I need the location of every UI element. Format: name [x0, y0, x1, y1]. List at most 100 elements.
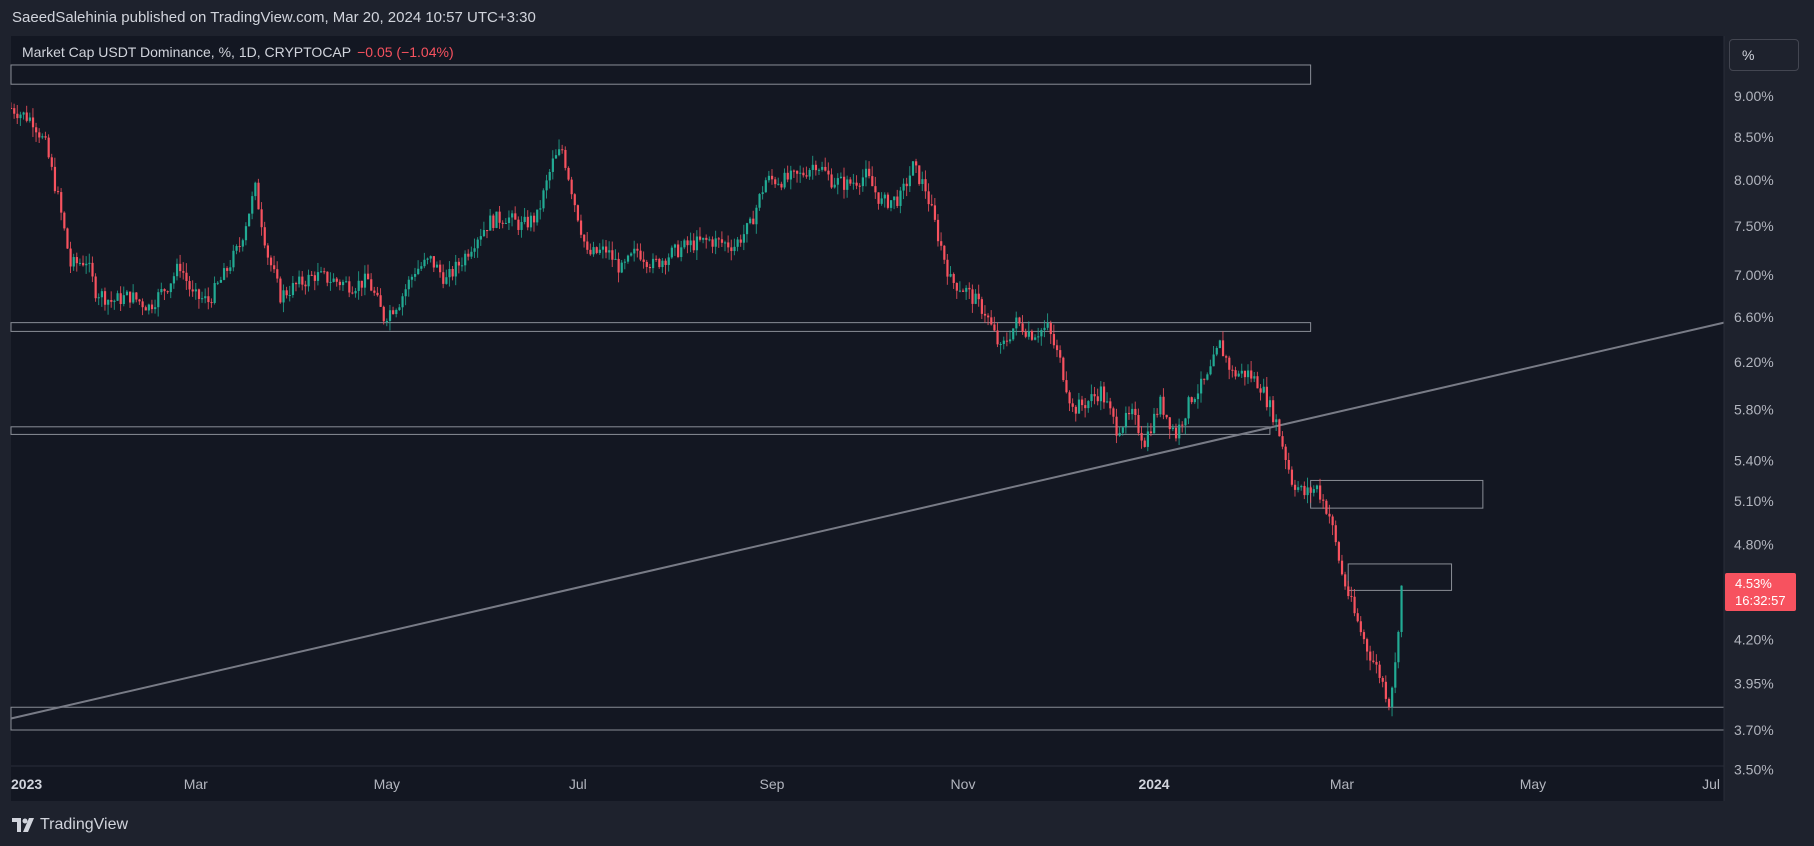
- candle-177: [564, 146, 567, 171]
- time-tick-label: 2023: [11, 776, 42, 792]
- candle-160: [511, 210, 514, 227]
- candle-296: [936, 214, 940, 247]
- price-tick-label: 6.20%: [1734, 354, 1774, 370]
- candle-58: [191, 280, 194, 297]
- candle-105: [338, 279, 342, 291]
- candle-292: [924, 170, 927, 199]
- candle-295: [933, 197, 937, 223]
- candle-180: [573, 193, 576, 213]
- candle-220: [698, 227, 702, 242]
- ascending-trendline[interactable]: [10, 321, 1725, 720]
- candle-174: [554, 149, 558, 159]
- candle-343: [1084, 398, 1087, 418]
- candle-169: [539, 200, 542, 220]
- candle-107: [345, 276, 348, 283]
- candle-106: [341, 279, 345, 291]
- candle-288: [911, 160, 915, 176]
- candle-254: [805, 166, 808, 179]
- candle-365: [1153, 407, 1156, 435]
- candle-354: [1118, 426, 1121, 437]
- candle-52: [172, 272, 176, 289]
- candle-395: [1246, 364, 1250, 384]
- candle-186: [592, 241, 595, 257]
- candle-299: [946, 253, 949, 285]
- candle-399: [1259, 384, 1262, 401]
- candle-171: [545, 174, 548, 199]
- candle-302: [955, 282, 958, 299]
- candle-371: [1171, 424, 1175, 432]
- price-tick-label: 4.80%: [1734, 536, 1774, 552]
- chart-pane[interactable]: [11, 36, 1724, 801]
- candle-243: [770, 169, 774, 185]
- candle-41: [138, 298, 141, 305]
- candle-1: [13, 103, 16, 119]
- candle-425: [1340, 554, 1344, 576]
- candle-402: [1268, 396, 1272, 417]
- price-axis[interactable]: 9.00% 8.50% 8.00% 7.50% 7.00% 6.60% 6.20% 5.80%…: [1734, 88, 1774, 778]
- candle-407: [1284, 444, 1287, 470]
- candle-158: [504, 218, 507, 225]
- candle-93: [301, 271, 304, 291]
- candle-289: [915, 158, 918, 174]
- candle-290: [918, 165, 921, 186]
- candle-230: [730, 239, 733, 261]
- candle-427: [1347, 580, 1350, 600]
- candle-50: [166, 290, 169, 294]
- candle-18: [66, 227, 69, 250]
- candle-272: [861, 169, 865, 192]
- candle-342: [1081, 395, 1084, 411]
- candle-209: [664, 258, 667, 275]
- bar-countdown: 16:32:57: [1735, 593, 1786, 608]
- candle-380: [1200, 371, 1203, 403]
- candle-199: [633, 240, 636, 262]
- candle-31: [107, 299, 110, 315]
- candle-444: [1400, 585, 1403, 638]
- candle-131: [420, 262, 423, 272]
- candle-221: [702, 237, 705, 244]
- change-value: −0.05 (−1.04%): [357, 44, 454, 60]
- candle-166: [529, 212, 533, 232]
- candle-17: [63, 211, 66, 231]
- candle-240: [761, 186, 764, 200]
- candle-241: [764, 177, 767, 193]
- candle-178: [567, 166, 570, 182]
- candle-46: [154, 299, 157, 314]
- candle-143: [457, 257, 461, 274]
- candle-275: [871, 166, 874, 187]
- candle-200: [636, 243, 639, 258]
- candle-141: [451, 265, 454, 281]
- candle-397: [1253, 371, 1256, 383]
- candle-435: [1372, 650, 1375, 664]
- candle-358: [1131, 403, 1134, 420]
- tradingview-footer[interactable]: TradingView: [12, 814, 128, 836]
- candle-9: [38, 128, 41, 143]
- candle-406: [1281, 431, 1284, 450]
- candle-149: [476, 237, 479, 258]
- candle-179: [570, 176, 573, 200]
- candle-165: [526, 210, 529, 231]
- candle-226: [717, 237, 720, 248]
- candle-215: [683, 238, 686, 250]
- candle-271: [858, 183, 861, 195]
- candle-0: [11, 102, 13, 110]
- price-zone-2: [10, 426, 1271, 435]
- candle-190: [605, 239, 608, 259]
- candle-168: [536, 209, 539, 226]
- symbol-legend[interactable]: Market Cap USDT Dominance, %, 1D, CRYPTO…: [22, 44, 454, 60]
- candle-206: [655, 255, 658, 262]
- candle-442: [1394, 652, 1397, 694]
- candle-147: [470, 246, 473, 260]
- candle-112: [360, 280, 363, 297]
- candle-140: [448, 261, 451, 287]
- candle-413: [1303, 481, 1306, 500]
- candle-13: [50, 153, 53, 171]
- time-axis[interactable]: 2023 Mar May Jul Sep Nov 2024 Mar May Jul: [11, 776, 1720, 792]
- price-tick-label: 6.60%: [1734, 309, 1774, 325]
- candle-251: [796, 170, 799, 183]
- percent-scale-button[interactable]: %: [1729, 39, 1799, 71]
- candle-353: [1115, 408, 1118, 444]
- candle-23: [82, 255, 85, 267]
- candle-433: [1365, 637, 1369, 661]
- price-tick-label: 7.50%: [1734, 218, 1774, 234]
